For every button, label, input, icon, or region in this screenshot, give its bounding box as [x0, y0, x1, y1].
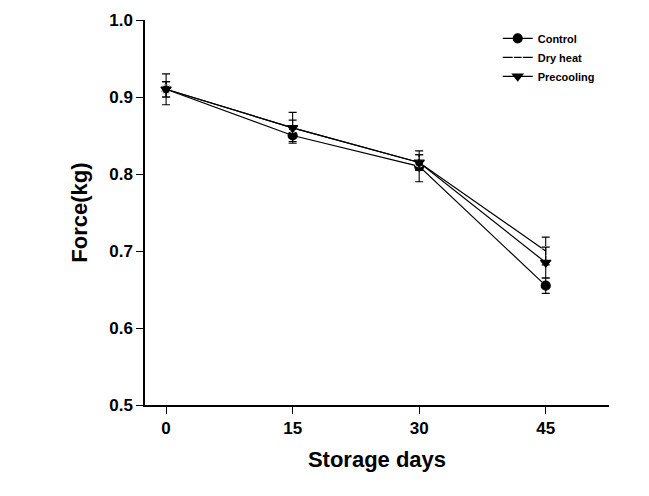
svg-text:0: 0 — [161, 419, 170, 438]
svg-text:1.0: 1.0 — [109, 11, 133, 30]
svg-text:0.9: 0.9 — [109, 88, 133, 107]
svg-text:0.6: 0.6 — [109, 319, 133, 338]
svg-text:30: 30 — [410, 419, 429, 438]
svg-text:Dry heat: Dry heat — [538, 52, 582, 64]
svg-text:Force(kg): Force(kg) — [67, 162, 92, 262]
svg-text:0.8: 0.8 — [109, 165, 133, 184]
svg-text:45: 45 — [536, 419, 555, 438]
svg-text:15: 15 — [283, 419, 302, 438]
svg-text:Precooling: Precooling — [538, 71, 595, 83]
svg-text:0.7: 0.7 — [109, 242, 133, 261]
svg-text:Storage days: Storage days — [308, 447, 446, 472]
svg-text:Control: Control — [538, 33, 577, 45]
svg-text:0.5: 0.5 — [109, 396, 133, 415]
